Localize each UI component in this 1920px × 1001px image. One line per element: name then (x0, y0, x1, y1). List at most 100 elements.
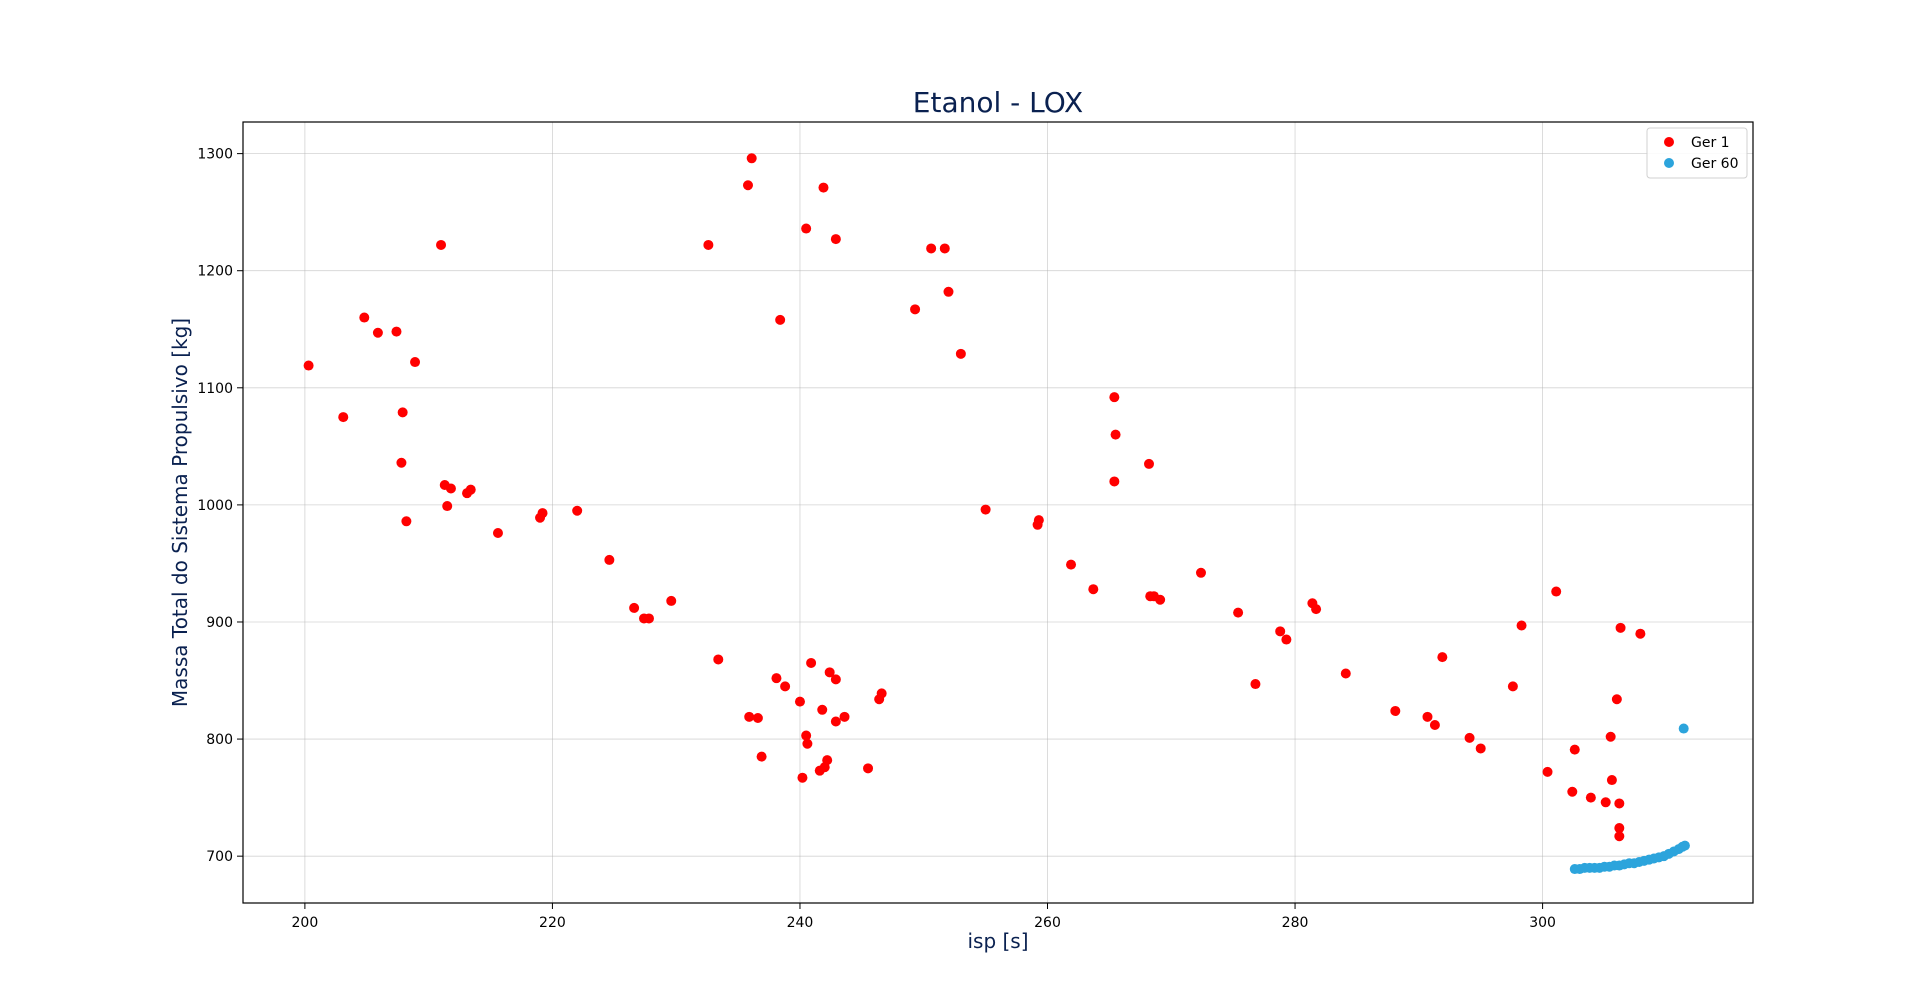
data-point (742, 180, 753, 191)
data-point (1614, 823, 1625, 834)
x-tick-label: 300 (1529, 915, 1556, 931)
data-point (1109, 476, 1120, 487)
data-point (436, 239, 447, 250)
data-point (1144, 458, 1154, 469)
data-point (1195, 567, 1206, 578)
data-point (372, 327, 383, 338)
y-tick-label: 800 (206, 732, 233, 748)
data-point (338, 412, 349, 423)
data-point (1507, 681, 1518, 692)
chart-title: Etanol - LOX (913, 86, 1083, 119)
data-point (1475, 743, 1486, 754)
axis-ticks: 200 220 240 260 280 300 700 800 900 1000 1100 1200 1… (197, 147, 1556, 931)
data-point (797, 772, 808, 783)
x-tick-label: 260 (1034, 915, 1061, 931)
data-point (442, 501, 453, 512)
x-axis-label: isp [s] (967, 929, 1028, 953)
data-point (396, 457, 407, 468)
data-point (756, 751, 767, 762)
data-point (1567, 786, 1578, 797)
data-point (830, 674, 841, 685)
x-tick-label: 200 (292, 915, 319, 931)
data-point (572, 505, 583, 516)
data-point (643, 613, 654, 624)
data-point (830, 234, 841, 245)
data-point (492, 527, 503, 538)
data-point (1585, 792, 1596, 803)
data-point (1542, 766, 1553, 777)
data-point (771, 673, 782, 684)
data-point (604, 554, 615, 565)
data-point (1429, 720, 1440, 731)
data-point (801, 730, 812, 741)
data-point (629, 602, 640, 613)
data-point (780, 681, 791, 692)
data-point (1614, 798, 1625, 809)
data-point (703, 239, 714, 250)
data-point (713, 654, 724, 665)
data-point (1250, 679, 1261, 690)
data-point (817, 704, 828, 715)
data-point (830, 716, 841, 727)
data-point (391, 326, 402, 337)
data-point (1110, 429, 1121, 440)
x-tick-label: 220 (539, 915, 566, 931)
y-tick-label: 1000 (197, 498, 233, 514)
series-2 (1569, 723, 1690, 875)
series-1 (303, 153, 1646, 842)
data-point (410, 357, 421, 368)
data-point (1340, 668, 1351, 679)
data-point (744, 711, 755, 722)
y-axis-label: Massa Total do Sistema Propulsivo [kg] (168, 318, 192, 707)
data-point (1679, 840, 1690, 851)
data-point (822, 755, 833, 766)
data-point (824, 667, 835, 678)
data-point (1635, 628, 1646, 639)
data-point (1422, 711, 1433, 722)
plot-frame (242, 121, 1754, 904)
data-point (1614, 831, 1625, 842)
data-point (1606, 775, 1617, 786)
data-point (1569, 744, 1580, 755)
data-point (397, 407, 408, 418)
y-tick-label: 1100 (197, 381, 233, 397)
data-point (926, 243, 937, 254)
data-point (1611, 694, 1622, 705)
data-point (401, 516, 412, 527)
data-point (818, 182, 829, 193)
data-point (775, 314, 786, 325)
data-point (1109, 392, 1120, 403)
legend-marker (1664, 158, 1674, 168)
data-point (1390, 705, 1401, 716)
data-point (1155, 594, 1166, 605)
y-tick-label: 1200 (197, 264, 233, 280)
y-tick-label: 700 (206, 849, 233, 865)
data-point (1615, 622, 1626, 633)
data-point (955, 348, 966, 359)
data-point (303, 360, 314, 371)
data-point (801, 223, 812, 234)
data-point (1233, 607, 1244, 618)
data-point (1281, 634, 1292, 645)
data-point (752, 712, 763, 723)
data-point (465, 484, 476, 495)
data-point (1516, 620, 1527, 631)
data-point (1600, 797, 1611, 808)
data-point (1437, 652, 1448, 663)
data-point (839, 711, 850, 722)
data-point (943, 286, 954, 297)
data-point (1066, 559, 1077, 570)
x-tick-label: 240 (787, 915, 814, 931)
y-tick-label: 1300 (197, 147, 233, 163)
data-point (1551, 586, 1562, 597)
data-point (666, 595, 677, 606)
legend-marker (1664, 137, 1674, 147)
data-point (1275, 626, 1286, 637)
legend-label: Ger 1 (1691, 135, 1730, 151)
data-point (876, 688, 887, 699)
data-point (1605, 731, 1616, 742)
data-point (445, 483, 456, 494)
legend-label: Ger 60 (1691, 156, 1738, 172)
data-point (1678, 723, 1689, 734)
